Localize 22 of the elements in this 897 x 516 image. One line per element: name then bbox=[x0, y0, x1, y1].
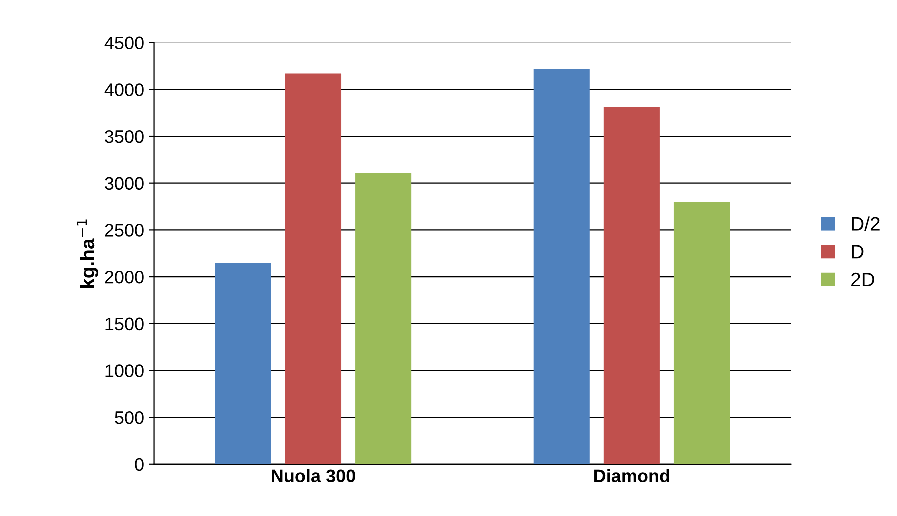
y-tick-label: 3500 bbox=[105, 130, 144, 144]
y-tick-label: 4000 bbox=[104, 84, 144, 96]
y-tick-label: 1000 bbox=[106, 364, 144, 378]
y-tick-label: 3000 bbox=[105, 177, 144, 190]
legend-label: 2D bbox=[852, 272, 874, 286]
y-tick-label: 2500 bbox=[105, 224, 144, 237]
y-tick-label: 0 bbox=[135, 458, 144, 472]
x-tick-label: Nuola 300 bbox=[272, 469, 356, 483]
y-tick-label: 2000 bbox=[105, 270, 144, 284]
bar bbox=[215, 262, 272, 464]
bar bbox=[285, 74, 342, 464]
legend-label: D/2 bbox=[852, 216, 880, 231]
y-tick-label: 500 bbox=[115, 411, 144, 424]
bar bbox=[356, 173, 412, 464]
bar bbox=[674, 202, 730, 464]
x-tick-label: Diamond bbox=[594, 469, 670, 483]
legend-label: D bbox=[852, 245, 864, 259]
y-tick-label: 4500 bbox=[104, 36, 144, 50]
y-axis-title: kg.ha$^{−1}$ bbox=[77, 220, 99, 288]
y-tick-label: 1500 bbox=[106, 318, 144, 331]
bar bbox=[534, 69, 590, 464]
bar bbox=[604, 107, 660, 464]
